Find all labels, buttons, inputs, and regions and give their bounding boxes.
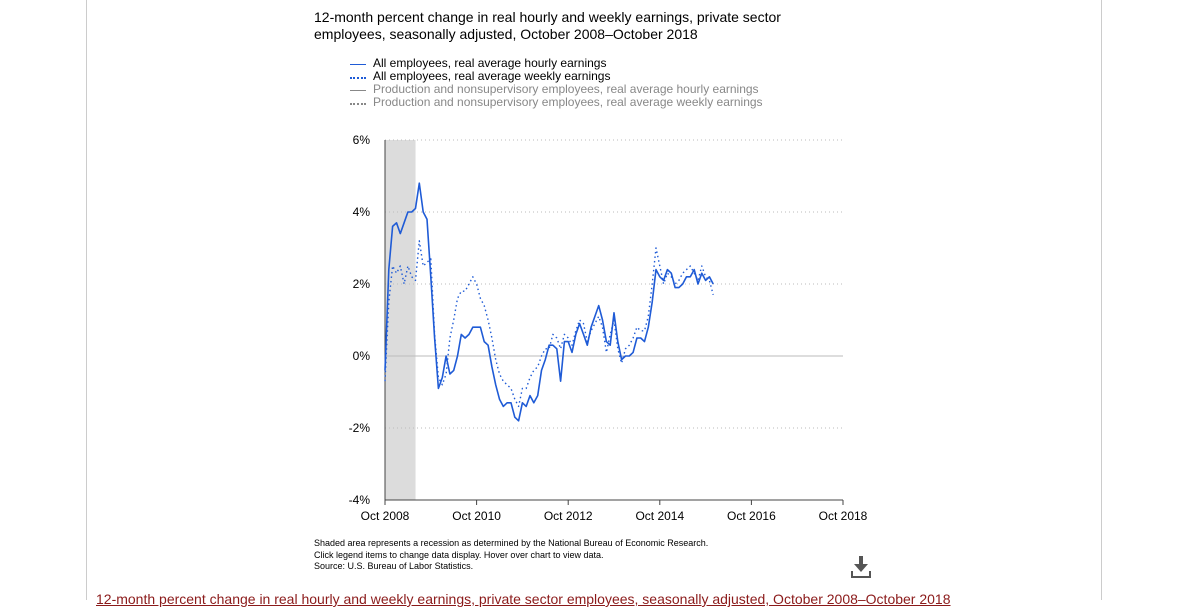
y-tick-label: -2% xyxy=(349,421,371,435)
legend-item-all-weekly[interactable]: All employees, real average weekly earni… xyxy=(350,70,763,83)
x-tick-label: Oct 2018 xyxy=(819,509,868,523)
download-icon xyxy=(851,556,871,578)
source-note: Source: U.S. Bureau of Labor Statistics. xyxy=(314,561,474,571)
legend-label: All employees, real average hourly earni… xyxy=(373,56,607,70)
legend-label: All employees, real average weekly earni… xyxy=(373,69,611,83)
interaction-note: Click legend items to change data displa… xyxy=(314,549,604,560)
x-tick-label: Oct 2012 xyxy=(544,509,593,523)
dotted-line-swatch xyxy=(350,102,366,105)
chart-title: 12-month percent change in real hourly a… xyxy=(314,9,781,42)
dotted-line-swatch xyxy=(350,76,366,79)
content-frame-left-border xyxy=(86,0,87,600)
series-line-weekly xyxy=(384,240,714,408)
y-tick-label: -4% xyxy=(349,493,371,507)
x-tick-label: Oct 2014 xyxy=(635,509,684,523)
y-tick-label: 6% xyxy=(353,133,371,147)
series-line-hourly xyxy=(384,182,714,422)
chart-notes: Shaded area represents a recession as de… xyxy=(314,538,708,573)
recession-band xyxy=(385,140,416,500)
recession-note: Shaded area represents a recession as de… xyxy=(314,538,709,548)
chart-title-link[interactable]: 12-month percent change in real hourly a… xyxy=(96,591,951,607)
content-frame-right-border xyxy=(1101,0,1102,600)
line-chart[interactable]: 6% 4% 2% 0% -2% -4% Oct 2008 Oct 2010 Oct 2012 Oc… xyxy=(300,125,880,535)
legend-item-all-hourly[interactable]: All employees, real average hourly earni… xyxy=(350,57,763,70)
x-tick-label: Oct 2008 xyxy=(361,509,410,523)
x-tick-label: Oct 2016 xyxy=(727,509,776,523)
chart-legend: All employees, real average hourly earni… xyxy=(350,57,763,109)
legend-label: Production and nonsupervisory employees,… xyxy=(373,95,763,109)
download-button[interactable] xyxy=(849,554,875,580)
y-tick-label: 4% xyxy=(353,205,371,219)
x-tick-label: Oct 2010 xyxy=(452,509,501,523)
legend-item-production-weekly[interactable]: Production and nonsupervisory employees,… xyxy=(350,96,763,109)
solid-line-swatch xyxy=(350,90,366,91)
legend-item-production-hourly[interactable]: Production and nonsupervisory employees,… xyxy=(350,83,763,96)
y-tick-label: 2% xyxy=(353,277,371,291)
y-tick-label: 0% xyxy=(353,349,371,363)
solid-line-swatch xyxy=(350,64,366,65)
legend-label: Production and nonsupervisory employees,… xyxy=(373,82,759,96)
